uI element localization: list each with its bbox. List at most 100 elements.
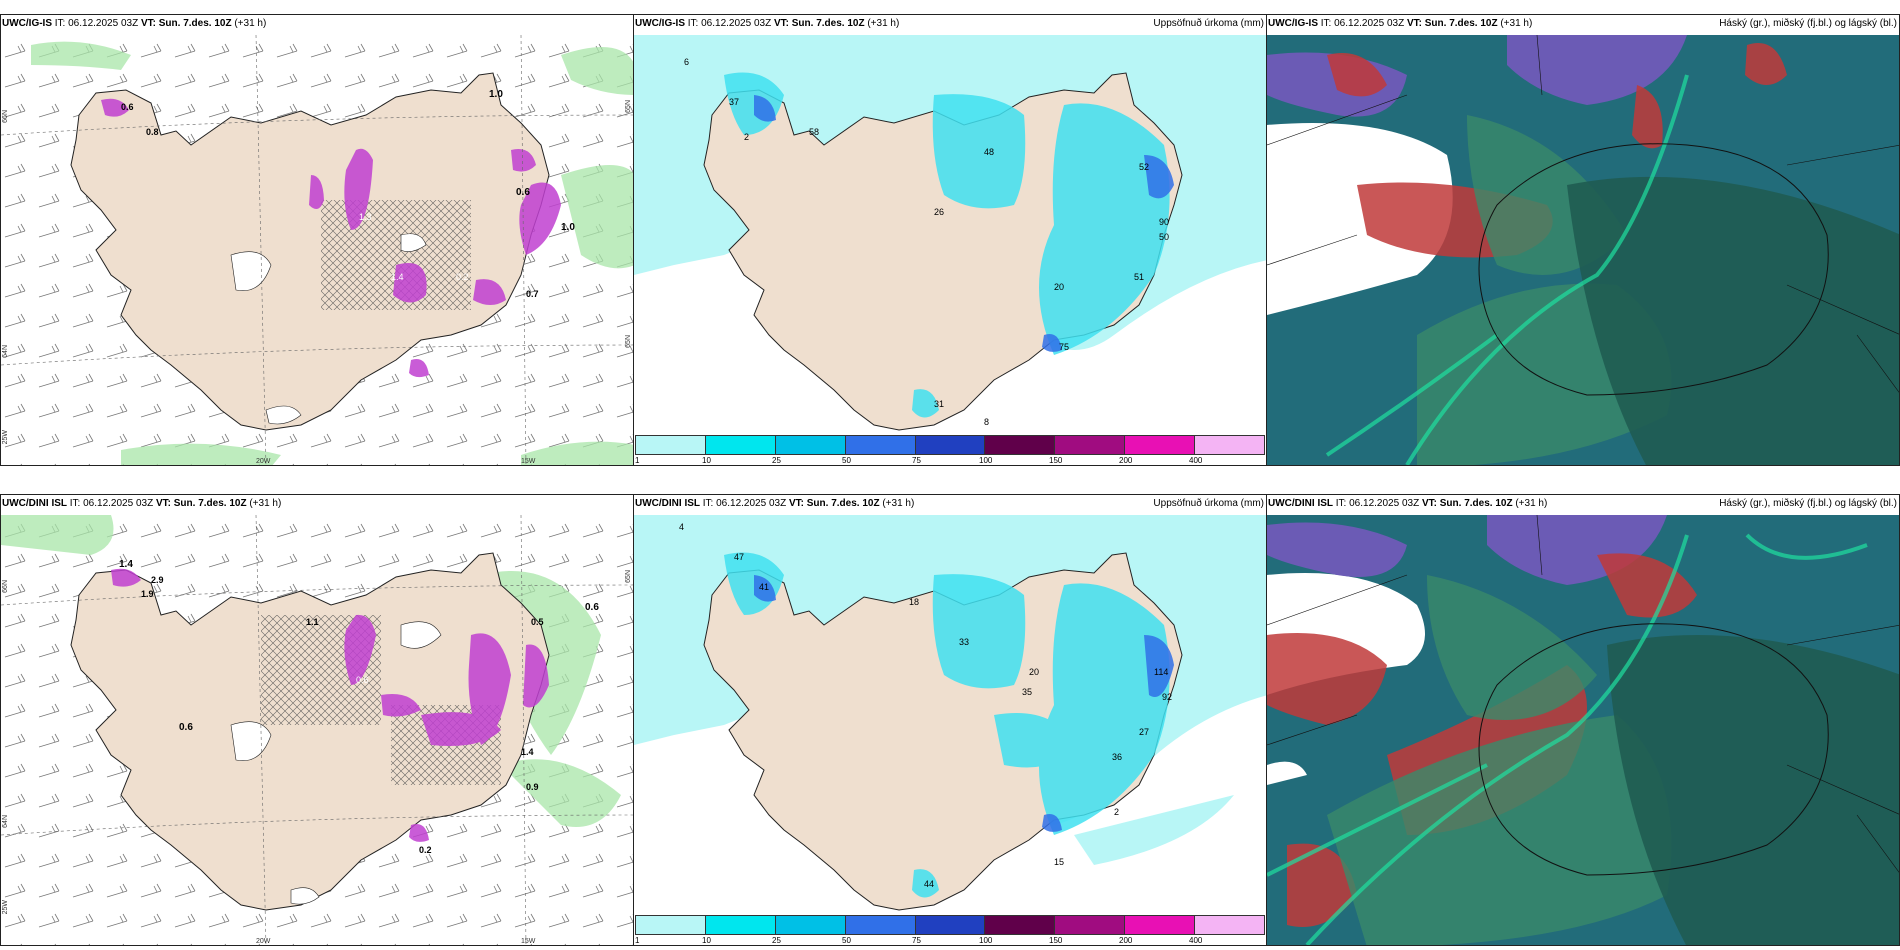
panel-top-left-wind-map: UWC/IG-IS IT: 06.12.2025 03Z VT: Sun. 7.… (0, 14, 634, 466)
map-value: 1.4 (119, 559, 133, 570)
colorbar-tick: 25 (772, 936, 781, 945)
green-mid-cloud (1327, 575, 1672, 945)
map-value: 0.6 (356, 675, 369, 685)
precip-colorbar (635, 915, 1265, 935)
vt-value: Sun. 7.des. 10Z (158, 18, 232, 29)
colorbar-tick: 100 (979, 936, 993, 945)
purple-low-cloud (1267, 35, 1687, 117)
colorbar-swatch (845, 916, 916, 934)
map-value: 6 (684, 57, 689, 67)
vt-value: Sun. 7.des. 10Z (1424, 18, 1498, 29)
it-value: 06.12.2025 03Z (1349, 498, 1420, 509)
colorbar-tick: 10 (702, 456, 711, 465)
vt-label: VT: (1406, 18, 1422, 29)
it-value: 06.12.2025 03Z (716, 498, 787, 509)
green-precip-areas (1, 515, 621, 827)
map-value: 52 (1139, 162, 1149, 172)
precip-map-svg: 6 37 58 2 26 48 52 50 90 51 20 75 8 31 (634, 35, 1266, 445)
colorbar-tick: 1 (635, 456, 640, 465)
panel-title: UWC/IG-IS IT: 06.12.2025 03Z VT: Sun. 7.… (635, 18, 899, 29)
vt-value: Sun. 7.des. 10Z (173, 498, 247, 509)
cyan-precip (724, 72, 1170, 418)
cloud-map-svg (1267, 35, 1899, 465)
colorbar-tick: 400 (1189, 936, 1203, 945)
colorbar-swatch (636, 916, 706, 934)
iceland-outline (1478, 143, 1829, 396)
lead-time: (+31 h) (234, 18, 267, 29)
map-value: 1.1 (306, 617, 319, 627)
iceland-outline (1478, 623, 1829, 876)
it-value: 06.12.2025 03Z (701, 18, 772, 29)
colorbar-tick: 1 (635, 936, 640, 945)
map-value: 0.5 (531, 617, 544, 627)
panel-title: UWC/IG-IS IT: 06.12.2025 03Z VT: Sun. 7.… (1268, 18, 1532, 29)
map-value: 48 (984, 147, 994, 157)
map-value: 0.6 (179, 722, 193, 733)
lat-label: 64N (2, 815, 9, 828)
model-name: UWC/IG-IS (635, 18, 685, 29)
lon-label: 15W (521, 938, 536, 945)
colorbar-tick: 200 (1119, 936, 1133, 945)
map-value: 0.2 (419, 845, 432, 855)
field-title: Uppsöfnuð úrkoma (mm) (1153, 18, 1264, 29)
map-value: 20 (1029, 667, 1039, 677)
map-value: 27 (1139, 727, 1149, 737)
panel-title: UWC/DINI ISL IT: 06.12.2025 03Z VT: Sun.… (2, 498, 281, 509)
panel-bot-mid-precip-map: UWC/DINI ISL IT: 06.12.2025 03Z VT: Sun.… (633, 494, 1267, 946)
lon-label: 15W (521, 458, 536, 465)
lat-label: 65N (625, 570, 632, 583)
map-value: 90 (1159, 217, 1169, 227)
white-clear-area (1267, 573, 1425, 785)
map-value: 0.6 (585, 602, 599, 613)
it-label: IT: (54, 18, 66, 29)
lead-time: (+31 h) (882, 498, 915, 509)
colorbar-tick: 150 (1049, 456, 1063, 465)
map-value: 26 (934, 207, 944, 217)
it-label: IT: (687, 18, 699, 29)
iceland-land (70, 72, 550, 431)
lat-label: 65N (625, 335, 632, 348)
vt-label: VT: (773, 18, 789, 29)
wind-map-svg: 1.4 2.9 1.9 0.6 0.5 1.1 0.6 0.6 1.4 0.2 … (1, 515, 633, 945)
map-value: 2 (1114, 807, 1119, 817)
map-value: 1.9 (141, 589, 154, 599)
it-label: IT: (702, 498, 714, 509)
cyan-cloud-edges (1267, 533, 1868, 945)
colorbar-swatch (705, 916, 776, 934)
map-value: 51 (1134, 272, 1144, 282)
lat-label: 66N (2, 580, 9, 593)
panel-title: UWC/DINI ISL IT: 06.12.2025 03Z VT: Sun.… (1268, 498, 1547, 509)
colorbar-swatch (1055, 916, 1126, 934)
panel-title: UWC/IG-IS IT: 06.12.2025 03Z VT: Sun. 7.… (2, 18, 266, 29)
white-clear-area (1267, 123, 1453, 315)
colorbar-swatch (1125, 916, 1196, 934)
colorbar-tick: 10 (702, 936, 711, 945)
lat-label: 25W (2, 900, 9, 915)
cyan-precip (724, 552, 1170, 898)
lon-label: 20W (256, 458, 271, 465)
model-name: UWC/DINI ISL (1268, 498, 1333, 509)
map-value: 37 (729, 97, 739, 107)
map-value: 18 (909, 597, 919, 607)
it-label: IT: (1320, 18, 1332, 29)
map-value: 1.4 (521, 747, 534, 757)
map-value: 4 (679, 522, 684, 532)
colorbar-swatch (1195, 436, 1265, 454)
wind-map-svg: 1.0 0.6 1.0 0.6 0.7 0.8 1.4 1.3 0.2 (1, 35, 633, 465)
map-value: 2.9 (151, 575, 164, 585)
colorbar-swatch (775, 436, 846, 454)
map-value: 20 (1054, 282, 1064, 292)
map-value: 47 (734, 552, 744, 562)
vt-label: VT: (1421, 498, 1437, 509)
vt-label: VT: (788, 498, 804, 509)
vt-value: Sun. 7.des. 10Z (806, 498, 880, 509)
model-name: UWC/DINI ISL (635, 498, 700, 509)
panel-bot-left-wind-map: UWC/DINI ISL IT: 06.12.2025 03Z VT: Sun.… (0, 494, 634, 946)
map-value: 0.8 (146, 127, 159, 137)
red-high-cloud (1327, 43, 1787, 258)
lon-label: 20W (256, 938, 271, 945)
red-high-cloud (1267, 553, 1697, 927)
map-value: 50 (1159, 232, 1169, 242)
map-value: 0.9 (526, 782, 539, 792)
colorbar-swatch (915, 436, 986, 454)
